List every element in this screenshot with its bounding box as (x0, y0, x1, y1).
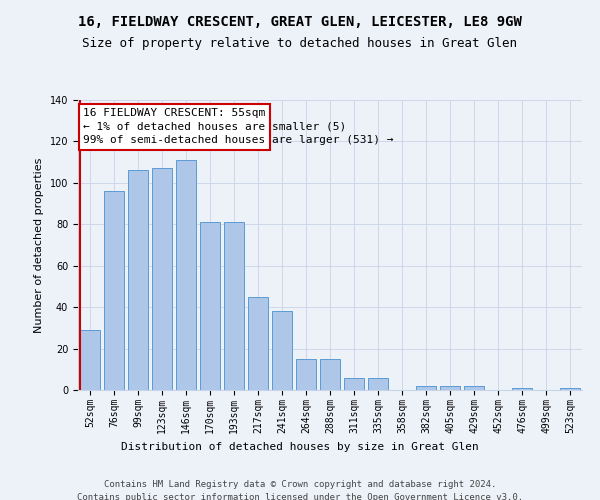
Bar (152, 168, 172, 390)
FancyBboxPatch shape (79, 104, 270, 150)
Bar (344, 378, 364, 390)
Bar (272, 312, 292, 390)
Bar (128, 170, 148, 390)
Bar (296, 359, 316, 390)
Bar (176, 160, 196, 390)
Bar (416, 386, 436, 390)
Bar (320, 359, 340, 390)
Bar (512, 388, 532, 390)
Bar (440, 386, 460, 390)
Text: Distribution of detached houses by size in Great Glen: Distribution of detached houses by size … (121, 442, 479, 452)
Y-axis label: Number of detached properties: Number of detached properties (34, 158, 44, 332)
Text: 16 FIELDWAY CRESCENT: 55sqm: 16 FIELDWAY CRESCENT: 55sqm (83, 108, 265, 118)
Text: 16, FIELDWAY CRESCENT, GREAT GLEN, LEICESTER, LE8 9GW: 16, FIELDWAY CRESCENT, GREAT GLEN, LEICE… (78, 15, 522, 29)
Text: Contains public sector information licensed under the Open Government Licence v3: Contains public sector information licen… (77, 492, 523, 500)
Text: ← 1% of detached houses are smaller (5): ← 1% of detached houses are smaller (5) (83, 122, 346, 132)
Bar (368, 378, 388, 390)
Text: 99% of semi-detached houses are larger (531) →: 99% of semi-detached houses are larger (… (83, 136, 394, 145)
Bar (560, 388, 580, 390)
Bar (248, 297, 268, 390)
Bar (200, 222, 220, 390)
Text: Size of property relative to detached houses in Great Glen: Size of property relative to detached ho… (83, 38, 517, 51)
Bar (104, 191, 124, 390)
Bar (80, 330, 100, 390)
Bar (464, 386, 484, 390)
Bar (224, 222, 244, 390)
Text: Contains HM Land Registry data © Crown copyright and database right 2024.: Contains HM Land Registry data © Crown c… (104, 480, 496, 489)
